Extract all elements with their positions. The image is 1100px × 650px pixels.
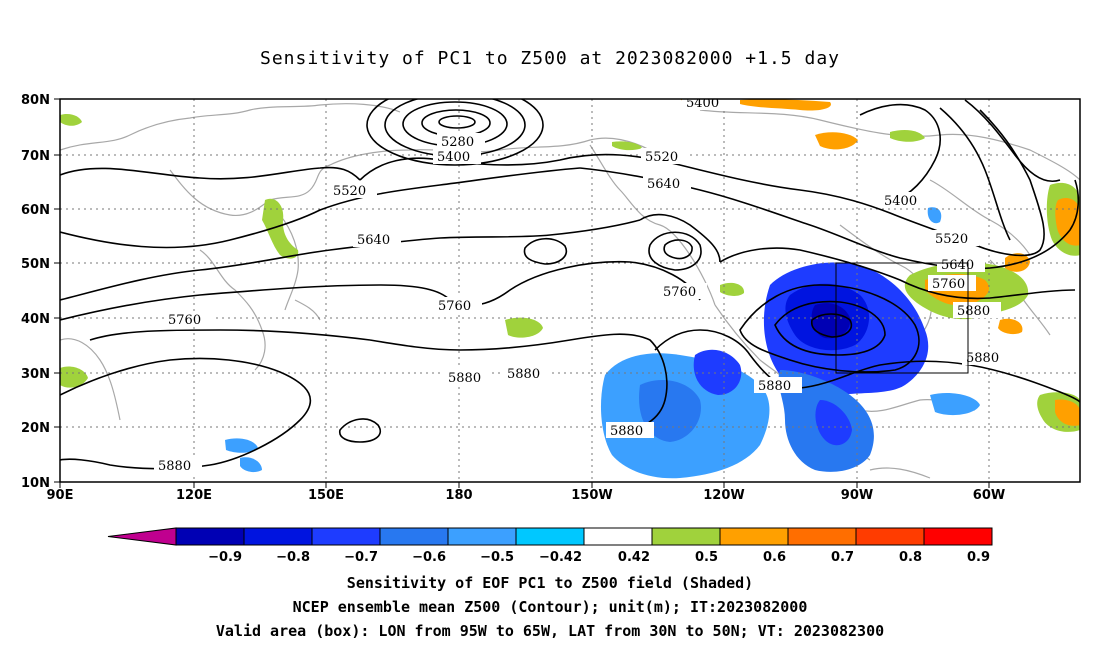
colorbar-swatch (651, 527, 721, 546)
contour-label: 5760 (438, 299, 471, 314)
colorbar-swatch (515, 527, 585, 546)
lat-label: 40N (21, 312, 50, 327)
valid-area-box (835, 262, 969, 374)
colorbar-label: −0.5 (480, 550, 514, 565)
positive-greenland-spot-2 (890, 130, 925, 142)
contour-label: 5640 (647, 177, 680, 192)
plot-frame (59, 98, 1081, 483)
contour-label: 5400 (686, 96, 719, 111)
negative-atlantic-spot (930, 393, 980, 416)
colorbar-label: 0.6 (763, 550, 786, 565)
contour-label: 5760 (663, 285, 696, 300)
colorbar-swatch (787, 527, 857, 546)
lon-label: 150E (308, 488, 344, 503)
footer-line-2: NCEP ensemble mean Z500 (Contour); unit(… (292, 598, 808, 616)
lat-label: 10N (21, 476, 50, 491)
colorbar-swatch (243, 527, 313, 546)
colorbar-label: −0.42 (539, 550, 582, 565)
colorbar-label: −0.9 (208, 550, 242, 565)
longitude-labels: 90E 120E 150E 180 150W 120W 90W 60W (47, 488, 1006, 503)
lon-label: 150W (571, 488, 612, 503)
negative-max-region (811, 303, 851, 339)
lon-label: 90W (841, 488, 873, 503)
contour-label: 5880 (610, 424, 643, 439)
contour-label: 5640 (357, 233, 390, 248)
lat-label: 20N (21, 421, 50, 436)
negative-south-core (815, 400, 852, 446)
contour-label: 5520 (645, 150, 678, 165)
lat-label: 50N (21, 257, 50, 272)
positive-alaska-spot (612, 141, 642, 151)
positive-pacific-region (505, 317, 543, 338)
positive-labrador-core (1055, 198, 1080, 246)
contour-label: 5880 (957, 304, 990, 319)
contour-label: 5640 (941, 258, 974, 273)
lat-label: 80N (21, 93, 50, 108)
colorbar: −0.9 −0.8 −0.7 −0.6 −0.5 −0.42 0.42 0.5 0.6 0.7 0.… (107, 527, 993, 565)
colorbar-swatch (447, 527, 517, 546)
contour-label: 5520 (935, 232, 968, 247)
latitude-labels: 80N 70N 60N 50N 40N 30N 20N 10N (21, 93, 50, 491)
colorbar-swatch (855, 527, 925, 546)
map-title: Sensitivity of PC1 to Z500 at 2023082000… (259, 48, 840, 69)
colorbar-swatch (923, 527, 993, 546)
contour-label: 5760 (168, 313, 201, 328)
lon-label: 60W (973, 488, 1005, 503)
positive-greenland-spot (815, 132, 858, 150)
colorbar-swatch (379, 527, 449, 546)
contour-label: 5880 (507, 367, 540, 382)
contour-label: 5880 (158, 459, 191, 474)
negative-wpac-spot-2 (240, 457, 262, 473)
axis-ticks (54, 98, 990, 488)
contour-label: 5760 (932, 277, 965, 292)
colorbar-label: 0.7 (831, 550, 854, 565)
gridlines (60, 99, 1080, 482)
lon-label: 120W (703, 488, 744, 503)
colorbar-swatch (175, 527, 245, 546)
negative-canada-spot (927, 207, 942, 224)
colorbar-swatch (583, 527, 653, 546)
colorbar-label: −0.8 (276, 550, 310, 565)
lon-label: 180 (445, 488, 472, 503)
lat-label: 60N (21, 203, 50, 218)
contour-label: 5280 (441, 135, 474, 150)
colorbar-left-arrow (107, 527, 177, 546)
positive-west-coast-spot (720, 282, 745, 296)
contour-label: 5880 (448, 371, 481, 386)
contour-label: 5880 (758, 379, 791, 394)
footer-line-3: Valid area (box): LON from 95W to 65W, L… (215, 622, 885, 640)
lon-label: 90E (47, 488, 74, 503)
positive-nw-spot (60, 113, 82, 126)
lon-label: 120E (176, 488, 212, 503)
contour-label: 5400 (437, 150, 470, 165)
footer-line-1: Sensitivity of EOF PC1 to Z500 field (Sh… (346, 574, 754, 592)
colorbar-label: 0.5 (695, 550, 718, 565)
colorbar-label: 0.42 (618, 550, 650, 565)
positive-west-region (60, 366, 88, 388)
positive-se-core (1055, 399, 1080, 426)
colorbar-label: 0.8 (899, 550, 922, 565)
shaded-sensitivity (60, 99, 1080, 479)
positive-atlantic-spot (998, 318, 1023, 335)
lat-label: 70N (21, 149, 50, 164)
colorbar-label: −0.7 (344, 550, 378, 565)
plot-area: 5400 5280 5400 5520 5520 5640 5640 5400 … (60, 96, 1080, 482)
contour-label: 5400 (884, 194, 917, 209)
negative-wpac-spot (225, 438, 258, 453)
negative-pacific-spot (693, 349, 742, 395)
colorbar-label: −0.6 (412, 550, 446, 565)
contour-label: 5520 (333, 184, 366, 199)
positive-japan-region (262, 198, 299, 259)
contour-labels: 5400 5280 5400 5520 5520 5640 5640 5400 … (154, 96, 1010, 474)
contour-label: 5880 (966, 351, 999, 366)
colorbar-label: 0.9 (967, 550, 990, 565)
colorbar-swatch (719, 527, 789, 546)
colorbar-swatch (311, 527, 381, 546)
lat-label: 30N (21, 367, 50, 382)
positive-arctic-region (740, 99, 831, 111)
